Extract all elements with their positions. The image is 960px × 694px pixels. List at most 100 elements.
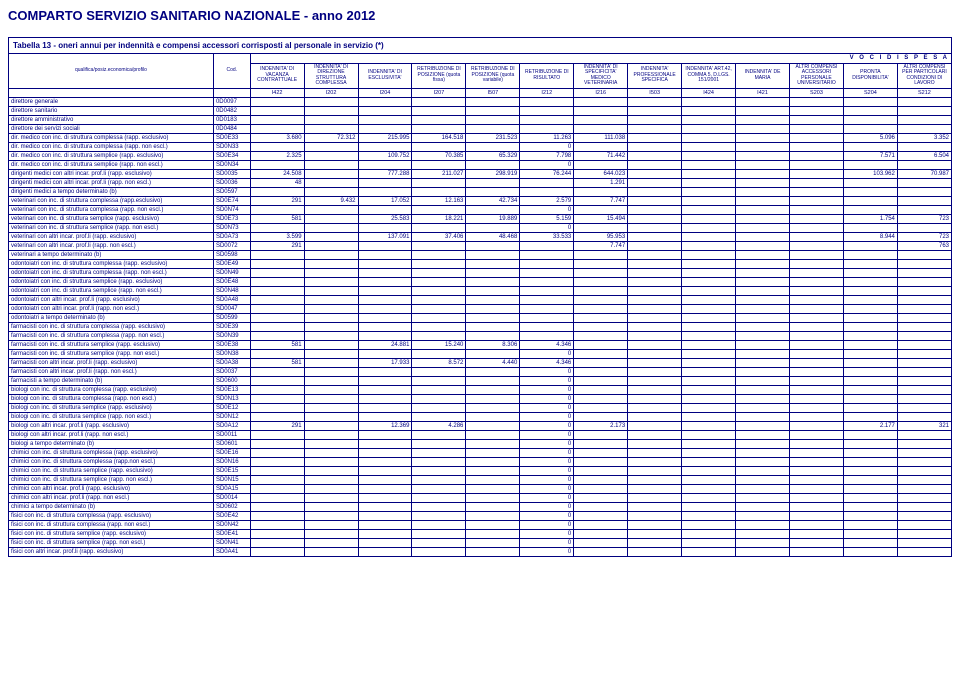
- cell-value: [790, 529, 844, 538]
- cell-value: 1.291: [574, 178, 628, 187]
- cell-value: [790, 493, 844, 502]
- row-cod: 0D0183: [213, 115, 250, 124]
- cell-value: [520, 106, 574, 115]
- cell-value: [682, 520, 736, 529]
- cell-value: [574, 286, 628, 295]
- row-cod: SD0599: [213, 313, 250, 322]
- cell-value: [628, 286, 682, 295]
- row-label: biologi a tempo determinato (b): [9, 439, 214, 448]
- cell-value: [574, 448, 628, 457]
- cell-value: [736, 520, 790, 529]
- table-row: chimici con inc. di struttura complessa …: [9, 457, 952, 466]
- cell-value: [843, 457, 897, 466]
- cell-value: 4.440: [466, 358, 520, 367]
- column-code: I216: [574, 88, 628, 97]
- cell-value: [466, 457, 520, 466]
- cell-value: [412, 502, 466, 511]
- cell-value: [790, 502, 844, 511]
- table-header: qualifica/posiz.economica/profilo Cod. V…: [9, 54, 952, 98]
- cell-value: [682, 241, 736, 250]
- cell-value: 70.987: [897, 169, 951, 178]
- cell-value: 2.177: [843, 421, 897, 430]
- cell-value: [736, 421, 790, 430]
- cell-value: [843, 493, 897, 502]
- cell-value: [790, 520, 844, 529]
- cell-value: [466, 475, 520, 484]
- cell-value: [682, 106, 736, 115]
- cell-value: [466, 511, 520, 520]
- cell-value: [682, 259, 736, 268]
- cell-value: [897, 286, 951, 295]
- cell-value: [843, 367, 897, 376]
- cell-value: [574, 124, 628, 133]
- cell-value: [736, 106, 790, 115]
- cell-value: [574, 520, 628, 529]
- cell-value: [412, 547, 466, 556]
- cell-value: [574, 484, 628, 493]
- cell-value: [897, 349, 951, 358]
- table-row: direttore sanitario0D0482: [9, 106, 952, 115]
- cell-value: [466, 124, 520, 133]
- cell-value: [897, 106, 951, 115]
- cell-value: [574, 394, 628, 403]
- row-label: farmacisti con inc. di struttura semplic…: [9, 349, 214, 358]
- cell-value: [466, 106, 520, 115]
- cell-value: [466, 385, 520, 394]
- cell-value: [628, 349, 682, 358]
- cell-value: [682, 448, 736, 457]
- cell-value: [682, 286, 736, 295]
- cell-value: [574, 493, 628, 502]
- cell-value: [412, 304, 466, 313]
- cell-value: [897, 376, 951, 385]
- table-row: chimici con inc. di struttura semplice (…: [9, 466, 952, 475]
- cell-value: [790, 475, 844, 484]
- cell-value: [843, 385, 897, 394]
- cell-value: [736, 439, 790, 448]
- row-label: biologi con inc. di struttura semplice (…: [9, 403, 214, 412]
- cell-value: [682, 160, 736, 169]
- cell-value: 17.052: [358, 196, 412, 205]
- cell-value: [304, 160, 358, 169]
- row-cod: SD0E42: [213, 511, 250, 520]
- cell-value: [358, 223, 412, 232]
- header-blank2: [213, 88, 250, 97]
- row-cod: SD0A15: [213, 484, 250, 493]
- row-cod: SD0N74: [213, 205, 250, 214]
- cell-value: [574, 475, 628, 484]
- cell-value: 72.312: [304, 133, 358, 142]
- table-row: biologi a tempo determinato (b)SD06010: [9, 439, 952, 448]
- cell-value: 0: [520, 484, 574, 493]
- cell-value: [304, 457, 358, 466]
- cell-value: 15.240: [412, 340, 466, 349]
- cell-value: 71.442: [574, 151, 628, 160]
- cell-value: [358, 448, 412, 457]
- cell-value: [250, 295, 304, 304]
- cell-value: [682, 232, 736, 241]
- cell-value: [412, 142, 466, 151]
- cell-value: [358, 520, 412, 529]
- cell-value: [843, 178, 897, 187]
- cell-value: [574, 106, 628, 115]
- cell-value: [250, 538, 304, 547]
- cell-value: [736, 376, 790, 385]
- cell-value: [682, 538, 736, 547]
- cell-value: [736, 304, 790, 313]
- cell-value: 5.096: [843, 133, 897, 142]
- cell-value: 723: [897, 214, 951, 223]
- cell-value: 7.571: [843, 151, 897, 160]
- cell-value: [736, 466, 790, 475]
- cell-value: [736, 196, 790, 205]
- cell-value: [304, 394, 358, 403]
- cell-value: [412, 538, 466, 547]
- cell-value: [520, 178, 574, 187]
- cell-value: [628, 241, 682, 250]
- column-header: ALTRI COMPENSI ACCESSORI PERSONALE UNIVE…: [790, 63, 844, 88]
- cell-value: [790, 196, 844, 205]
- column-header: INDENNITA' DI SPECIFICITA' MEDICO VETERI…: [574, 63, 628, 88]
- cell-value: [736, 394, 790, 403]
- cell-value: [790, 286, 844, 295]
- cell-value: [304, 259, 358, 268]
- cell-value: [843, 286, 897, 295]
- cell-value: [628, 367, 682, 376]
- cell-value: [466, 502, 520, 511]
